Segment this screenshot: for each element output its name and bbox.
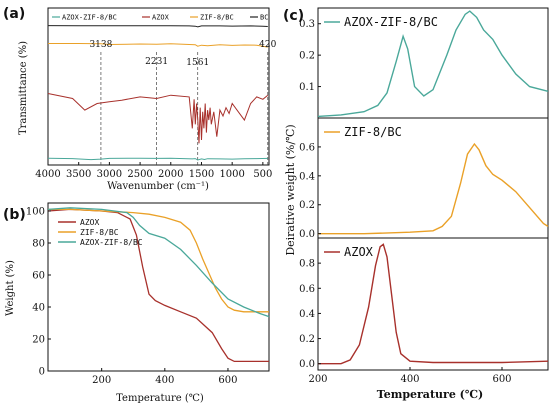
panel-c-ylabel: Deirative weight (%/℃) xyxy=(284,124,297,255)
series-line-bc xyxy=(47,25,268,28)
panel-c-dtg: 0.1 0.2 0.3 0.0 0.2 0.4 0.6 0.0 0.2 0.4 0.6 0.8 200 4… xyxy=(284,7,549,401)
y-tick-label-2-0.8: 0.8 xyxy=(299,259,315,270)
x-tick-label-400: 400 xyxy=(155,375,174,386)
y-tick-label-60: 60 xyxy=(32,271,45,282)
legend-label-2: ZIF-8/BC xyxy=(200,14,234,22)
x-tick-label-200: 200 xyxy=(308,374,327,385)
y-tick-label-40: 40 xyxy=(32,303,45,314)
legend-label-1: ZIF-8/BC xyxy=(344,125,402,139)
legend-label-0: AZOX-ZIF-8/BC xyxy=(344,15,438,29)
panel-b-series xyxy=(47,207,270,363)
annotation-420: 420 xyxy=(259,40,276,50)
panel-a-annotations: 3138 2231 1561 420 xyxy=(89,40,276,68)
panel-a-ylabel: Transmittance (%) xyxy=(18,41,29,135)
panel-c-ticks: 0.1 0.2 0.3 0.0 0.2 0.4 0.6 0.0 0.2 0.4 0.6 0.8 200 4… xyxy=(299,19,511,385)
series-line-azox-zif-8-bc xyxy=(47,157,268,161)
legend-label-1: ZIF-8/BC xyxy=(80,228,119,237)
panel-label-c: (c) xyxy=(283,8,304,24)
y-tick-label-2-0.2: 0.2 xyxy=(299,334,315,345)
series-line-azox xyxy=(47,208,269,363)
annotation-3138: 3138 xyxy=(89,40,112,50)
y-tick-label-2-0.6: 0.6 xyxy=(299,284,315,295)
series-line-zif-8-bc xyxy=(48,43,268,48)
tick-label-2500: 2500 xyxy=(127,169,152,180)
tick-label-3000: 3000 xyxy=(97,169,122,180)
tick-label-2000: 2000 xyxy=(158,169,183,180)
series-line-azox-zif-8-bc xyxy=(47,207,270,318)
panel-b-ylabel: Weight (%) xyxy=(5,260,16,316)
y-tick-label-1-0.2: 0.2 xyxy=(299,200,315,211)
annotation-1561: 1561 xyxy=(186,58,209,68)
panel-a-ftir: 4000 3500 3000 2500 2000 1500 1000 500 3138 2231… xyxy=(18,7,277,192)
legend-label-2: AZOX-ZIF-8/BC xyxy=(80,238,143,247)
x-tick-label-400: 400 xyxy=(400,374,419,385)
y-tick-label-1-0.4: 0.4 xyxy=(299,171,315,182)
subplot-frame-2 xyxy=(317,237,549,371)
legend-label-3: BC xyxy=(260,14,268,22)
series-line-zif-8-bc xyxy=(48,208,269,313)
series-line-azox xyxy=(318,243,549,365)
panel-b-tga: 200 400 600 0 20 40 60 80 100 AZOXZIF-8/BCAZOX-Z… xyxy=(5,202,270,404)
panel-a-xlabel: Wavenumber (cm⁻¹) xyxy=(107,181,209,192)
panel-a-frame xyxy=(47,7,270,166)
legend-label-0: AZOX-ZIF-8/BC xyxy=(62,14,117,22)
tick-label-500: 500 xyxy=(253,169,272,180)
y-tick-label-20: 20 xyxy=(32,335,45,346)
x-tick-label-200: 200 xyxy=(92,375,111,386)
x-tick-label-600: 600 xyxy=(218,375,237,386)
x-tick-label-600: 600 xyxy=(492,374,511,385)
panel-a-series xyxy=(47,25,269,161)
legend-label-1: AZOX xyxy=(152,14,170,22)
series-line-zif-8-bc xyxy=(318,142,549,235)
panel-b-ticks: 200 400 600 0 20 40 60 80 100 xyxy=(26,207,238,387)
y-tick-label-0-0.2: 0.2 xyxy=(299,51,315,62)
panel-c-legend: AZOX-ZIF-8/BC ZIF-8/BC AZOX xyxy=(324,15,438,259)
y-tick-label-0: 0 xyxy=(39,367,45,378)
y-tick-label-1-0.0: 0.0 xyxy=(299,229,315,240)
tick-label-1000: 1000 xyxy=(219,169,244,180)
panel-c-xlabel: Temperature (℃) xyxy=(377,388,483,401)
y-tick-label-1-0.6: 0.6 xyxy=(299,142,315,153)
panel-b-xlabel: Temperature (℃) xyxy=(116,393,204,404)
series-line-azox-zif-8-bc xyxy=(317,10,549,118)
panel-a-xticks: 4000 3500 3000 2500 2000 1500 1000 500 xyxy=(35,162,272,180)
legend-label-2: AZOX xyxy=(344,245,374,259)
y-tick-label-100: 100 xyxy=(26,207,45,218)
panel-c-frames xyxy=(317,7,549,371)
y-tick-label-2-0.4: 0.4 xyxy=(299,309,315,320)
panel-a-guides xyxy=(100,52,269,165)
annotation-2231: 2231 xyxy=(145,57,168,67)
tick-label-1500: 1500 xyxy=(189,169,214,180)
y-tick-label-80: 80 xyxy=(32,239,45,250)
series-line-azox xyxy=(47,93,269,144)
tick-label-3500: 3500 xyxy=(66,169,91,180)
panel-label-a: (a) xyxy=(3,6,25,22)
panel-label-b: (b) xyxy=(3,207,26,223)
y-tick-label-2-0.0: 0.0 xyxy=(299,359,315,370)
legend-label-0: AZOX xyxy=(80,218,99,227)
y-tick-label-0-0.1: 0.1 xyxy=(299,82,315,93)
panel-b-frame xyxy=(47,202,270,372)
panel-c-series xyxy=(317,10,549,365)
panel-a-legend: AZOX-ZIF-8/BC AZOX ZIF-8/BC BC xyxy=(52,14,268,22)
tick-label-4000: 4000 xyxy=(35,169,60,180)
y-tick-label-0-0.3: 0.3 xyxy=(299,19,315,30)
